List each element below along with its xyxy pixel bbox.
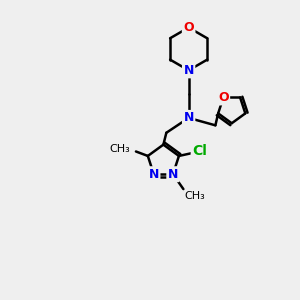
Text: N: N [184,64,194,77]
Text: O: O [183,21,194,34]
Text: N: N [168,168,178,181]
Text: N: N [148,168,159,181]
Text: CH₃: CH₃ [109,143,130,154]
Text: CH₃: CH₃ [185,191,206,202]
Text: Cl: Cl [192,145,207,158]
Text: O: O [218,91,229,104]
Text: N: N [184,111,194,124]
